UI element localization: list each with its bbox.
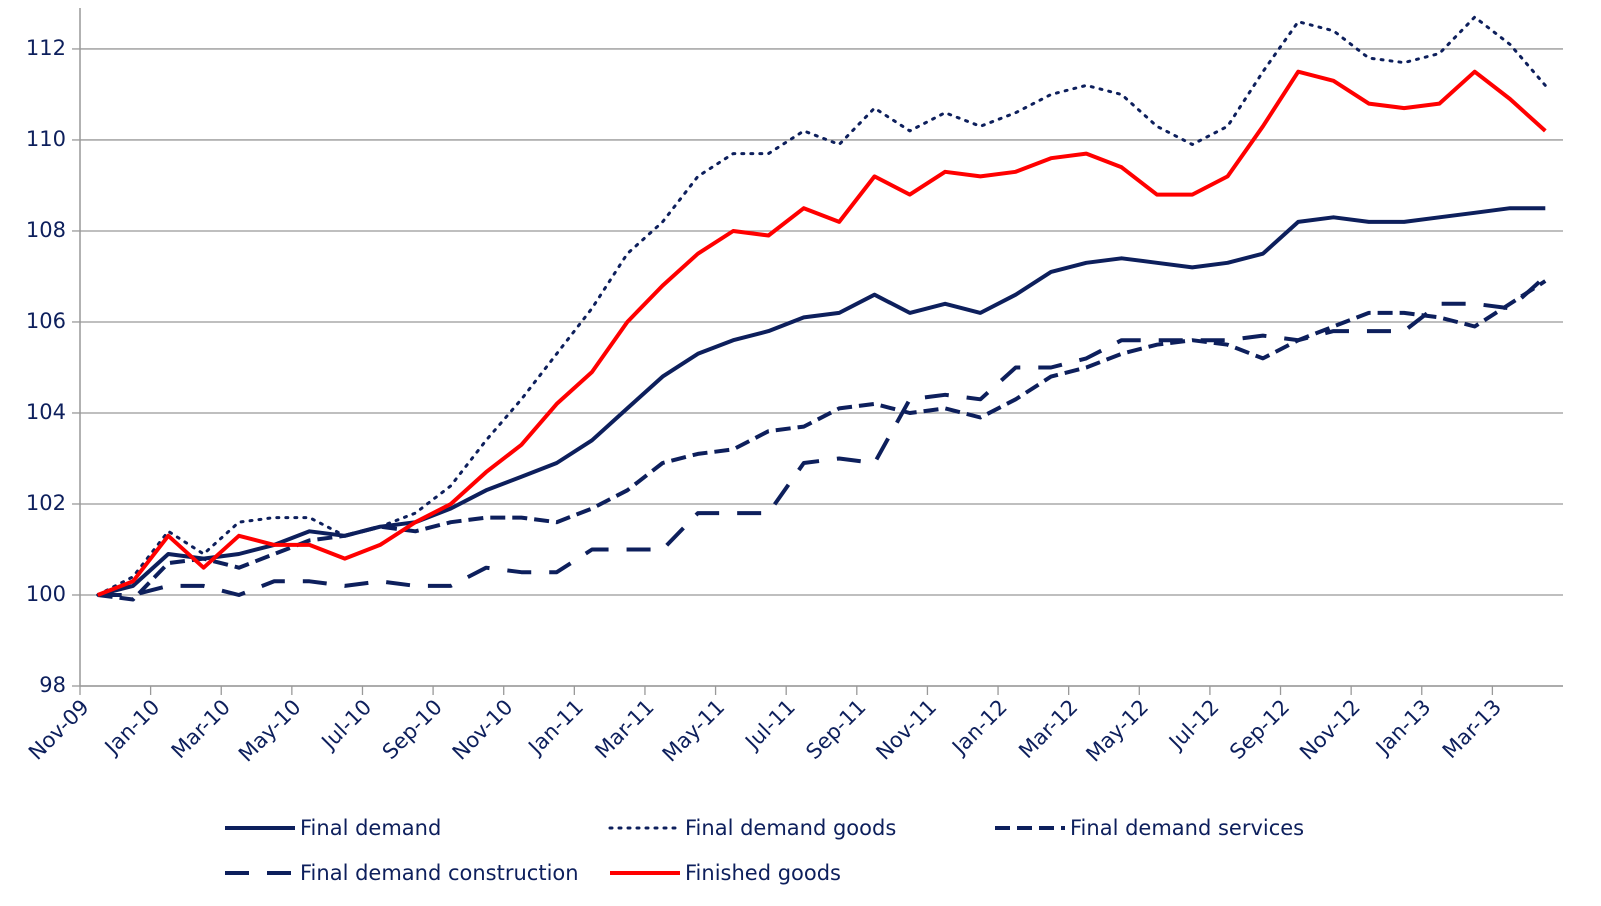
x-tick-label: Jan-11 <box>523 695 589 761</box>
x-tick-label: Jul-11 <box>739 695 800 756</box>
x-tick-label: Jul-10 <box>316 695 377 756</box>
x-tick-label: Mar-11 <box>590 695 658 763</box>
y-tick-label: 100 <box>26 582 66 606</box>
legend-label: Final demand services <box>1070 816 1304 840</box>
x-tick-label: Sep-11 <box>801 695 870 764</box>
x-tick-label: Jul-12 <box>1163 695 1224 756</box>
x-tick-label: May-11 <box>658 695 730 767</box>
x-tick-label: Mar-13 <box>1438 695 1506 763</box>
x-tick-label: Nov-11 <box>871 695 941 765</box>
x-tick-label: Mar-10 <box>167 695 235 763</box>
x-tick-label: Mar-12 <box>1014 695 1082 763</box>
line-series <box>97 206 1546 597</box>
x-tick-label: Nov-09 <box>24 695 94 765</box>
x-tick-label: Jan-10 <box>99 695 165 761</box>
line-series <box>97 279 1547 602</box>
x-tick-label: Sep-10 <box>378 695 447 764</box>
y-tick-label: 108 <box>26 218 66 242</box>
y-tick-label: 102 <box>26 491 66 515</box>
legend-label: Final demand construction <box>300 861 579 885</box>
y-tick-label: 106 <box>26 309 66 333</box>
x-tick-label: Jan-12 <box>946 695 1012 761</box>
x-tick-label: Nov-12 <box>1295 695 1365 765</box>
x-tick-label: May-12 <box>1081 695 1153 767</box>
legend-label: Final demand goods <box>685 816 896 840</box>
y-tick-label: 104 <box>26 400 66 424</box>
legend-label: Final demand <box>300 816 441 840</box>
y-tick-label: 112 <box>26 36 66 60</box>
x-tick-label: Sep-12 <box>1225 695 1294 764</box>
y-tick-label: 110 <box>26 127 66 151</box>
line-series <box>96 15 1547 597</box>
x-tick-label: May-10 <box>234 695 306 767</box>
line-series <box>97 275 1547 597</box>
legend-label: Finished goods <box>685 861 841 885</box>
y-tick-label: 98 <box>39 673 66 697</box>
x-tick-label: Nov-10 <box>448 695 518 765</box>
line-series <box>96 69 1547 597</box>
x-tick-label: Jan-13 <box>1370 695 1436 761</box>
